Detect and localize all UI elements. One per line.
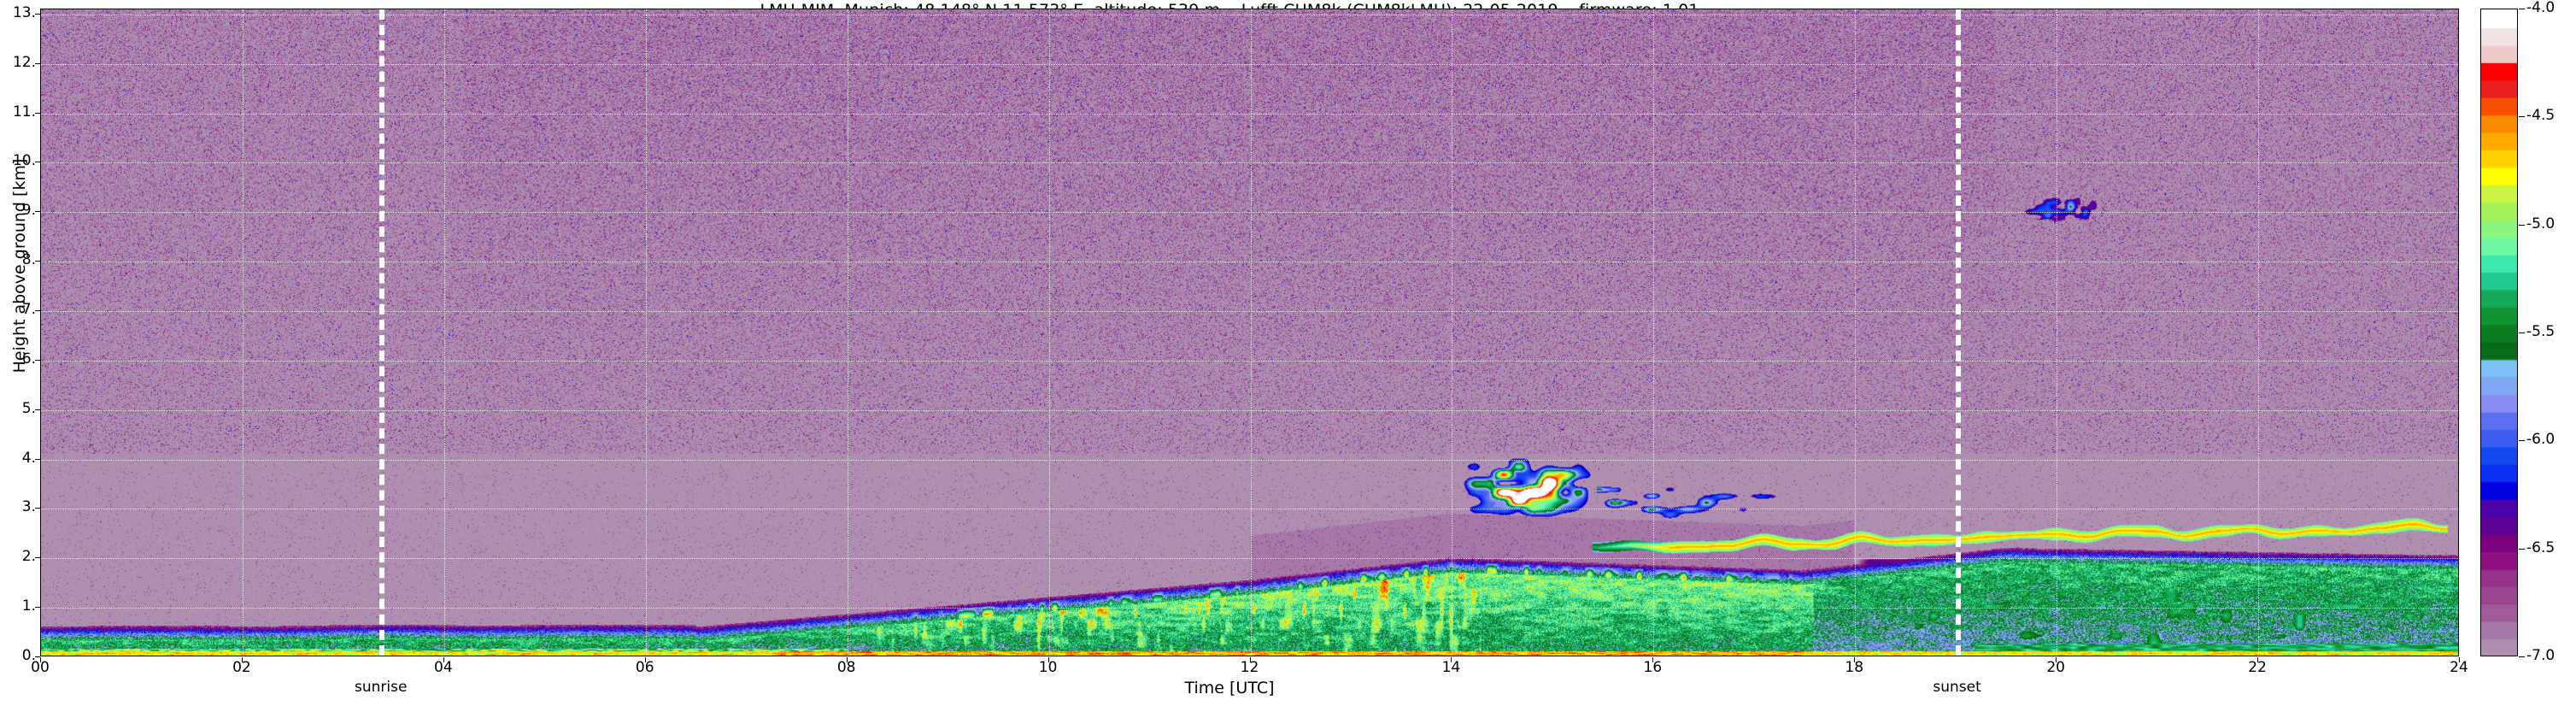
- y-axis-tick-label: 7.: [21, 300, 36, 318]
- x-axis-tick-label: 04: [434, 659, 453, 676]
- colorbar: [2480, 9, 2518, 656]
- x-axis-tick: [2056, 657, 2057, 662]
- y-axis-tick: [35, 557, 40, 559]
- y-axis-tick-label: 10.: [12, 152, 36, 170]
- colorbar-tick-label: -4.5: [2526, 107, 2555, 125]
- y-axis-tick-label: 5.: [21, 399, 36, 417]
- colorbar-tick: [2519, 548, 2525, 550]
- colorbar-tick-label: -5.5: [2526, 323, 2555, 340]
- x-axis-tick-label: 18: [1845, 659, 1864, 676]
- y-axis-tick-label: 9.: [21, 202, 36, 220]
- y-axis-tick-label: 12.: [12, 53, 36, 71]
- x-axis-label: Time [UTC]: [1184, 679, 1275, 697]
- y-axis-tick-label: 4.: [21, 449, 36, 467]
- backscatter-heatmap: [41, 9, 2458, 656]
- y-axis-tick: [35, 458, 40, 460]
- colorbar-tick: [2519, 440, 2525, 442]
- y-axis-tick: [35, 261, 40, 262]
- y-axis-tick: [35, 13, 40, 15]
- x-axis-tick-label: 00: [31, 659, 50, 676]
- x-axis-tick-label: 24: [2450, 659, 2468, 676]
- x-axis-tick-label: 06: [635, 659, 654, 676]
- x-axis-tick: [2459, 657, 2460, 662]
- x-axis-tick: [1249, 657, 1251, 662]
- colorbar-tick: [2519, 332, 2525, 333]
- y-axis-tick: [35, 211, 40, 213]
- y-axis-tick-label: 3.: [21, 498, 36, 516]
- x-axis-tick-label: 10: [1038, 659, 1058, 676]
- colorbar-tick-label: -4.0: [2526, 0, 2555, 16]
- x-axis-tick: [644, 657, 646, 662]
- y-axis-tick-label: 1.: [21, 597, 36, 615]
- y-axis-tick-label: 11.: [12, 103, 36, 121]
- x-axis-tick-label: 22: [2248, 659, 2267, 676]
- colorbar-tick-label: -6.0: [2526, 431, 2555, 449]
- colorbar-tick-label: -7.0: [2526, 647, 2555, 664]
- x-axis-tick-label: 14: [1441, 659, 1461, 676]
- colorbar-tick: [2519, 116, 2525, 118]
- colorbar-tick-label: -5.0: [2526, 215, 2555, 232]
- y-axis-tick: [35, 409, 40, 410]
- event-line-sunset: [1955, 9, 1961, 656]
- y-axis-label: Height above ground [km]: [10, 158, 29, 374]
- x-axis-tick-label: 20: [2046, 659, 2065, 676]
- colorbar-gradient: [2481, 9, 2517, 656]
- x-axis-tick: [241, 657, 243, 662]
- plot-area: [40, 9, 2459, 656]
- x-axis-tick: [40, 657, 41, 662]
- y-axis-tick: [35, 62, 40, 64]
- x-axis-tick: [2257, 657, 2259, 662]
- y-axis-tick: [35, 359, 40, 361]
- y-axis-tick-label: 8.: [21, 251, 36, 269]
- x-axis-tick: [443, 657, 444, 662]
- y-axis-tick-label: 0.: [21, 647, 36, 664]
- x-axis-tick-label: 02: [232, 659, 251, 676]
- colorbar-tick: [2519, 656, 2525, 657]
- x-axis-tick-label: 16: [1643, 659, 1663, 676]
- y-axis-tick: [35, 656, 40, 657]
- y-axis-tick-label: 13.: [12, 3, 36, 21]
- x-axis-tick: [1854, 657, 1856, 662]
- event-line-sunrise: [378, 9, 384, 656]
- x-axis-tick: [846, 657, 848, 662]
- y-axis-tick: [35, 112, 40, 114]
- x-axis-tick: [1451, 657, 1452, 662]
- x-axis-tick: [1652, 657, 1654, 662]
- x-axis-tick-label: 12: [1240, 659, 1259, 676]
- x-axis-tick: [1047, 657, 1049, 662]
- y-axis-tick-label: 2.: [21, 548, 36, 566]
- colorbar-tick: [2519, 224, 2525, 226]
- y-axis-tick: [35, 309, 40, 311]
- event-label-sunset: sunset: [1933, 679, 1981, 696]
- colorbar-tick-label: -6.5: [2526, 538, 2555, 556]
- y-axis-tick-label: 6.: [21, 350, 36, 368]
- y-axis-tick: [35, 607, 40, 609]
- y-axis-tick: [35, 508, 40, 509]
- x-axis-tick-label: 08: [836, 659, 856, 676]
- event-label-sunrise: sunrise: [354, 679, 408, 696]
